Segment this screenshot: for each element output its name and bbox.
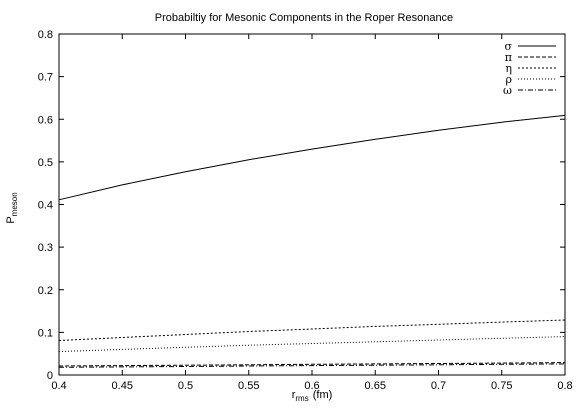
y-tick-label: 0.6 (38, 114, 53, 126)
x-axis-label: rrms (fm) (292, 389, 333, 403)
y-tick-label: 0.1 (38, 327, 53, 339)
y-tick-label: 0.7 (38, 72, 53, 84)
axis-ticks: 0.4 0.45 0.5 0.55 0.6 0.65 0.7 0.75 0.8 0 0.1 0.2 0.… (38, 29, 573, 392)
x-tick-label: 0.6 (304, 380, 319, 392)
y-tick-label: 0.5 (38, 157, 53, 169)
y-tick-label: 0.8 (38, 29, 53, 41)
legend-label: σ (504, 40, 512, 53)
x-tick-label: 0.45 (112, 380, 133, 392)
series-line-3 (58, 319, 566, 341)
legend-label: π (505, 51, 512, 64)
y-tick-label: 0.4 (38, 200, 53, 212)
series-line-2 (58, 362, 566, 367)
legend-label: ω (503, 84, 512, 97)
series-lines (58, 114, 566, 368)
x-tick-label: 0.75 (491, 380, 512, 392)
x-tick-label: 0.4 (51, 380, 66, 392)
y-axis-label: Pmeson (5, 192, 19, 223)
x-tick-label: 0.5 (178, 380, 193, 392)
y-tick-label: 0.2 (38, 285, 53, 297)
legend-label: ρ (506, 73, 512, 86)
legend-label: η (505, 62, 512, 75)
x-tick-label: 0.55 (238, 380, 259, 392)
chart-title: Probabiltiy for Mesonic Components in th… (155, 12, 453, 24)
series-line-5 (58, 363, 566, 368)
x-tick-label: 0.65 (365, 380, 386, 392)
series-line-4 (58, 336, 566, 353)
y-tick-label: 0.3 (38, 242, 53, 254)
series-line-1 (58, 114, 566, 201)
x-tick-label: 0.8 (557, 380, 572, 392)
y-tick-label: 0 (47, 370, 53, 382)
x-tick-label: 0.7 (431, 380, 446, 392)
plot-frame (58, 33, 566, 376)
